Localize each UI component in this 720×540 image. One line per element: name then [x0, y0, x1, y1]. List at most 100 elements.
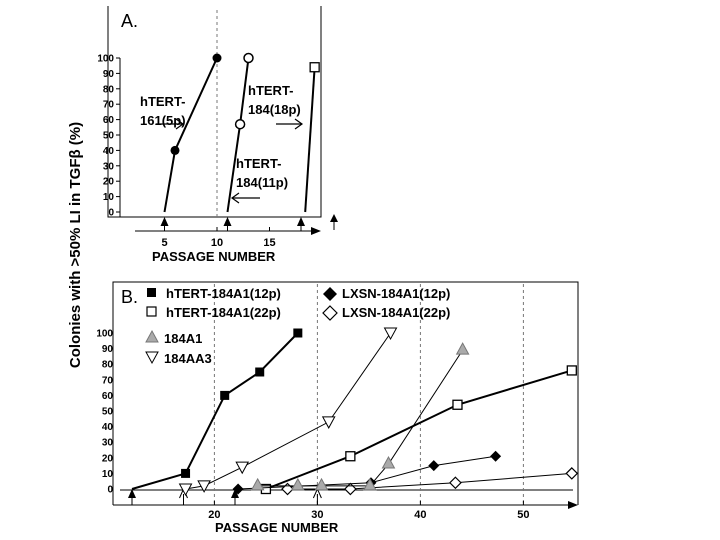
legend-item-lxsn-184a1-22p: LXSN-184A1(22p)	[322, 305, 450, 321]
open-circle-point	[234, 118, 246, 130]
legend-label: hTERT-184A1(22p)	[166, 305, 281, 320]
up-arrow-icon	[223, 217, 232, 231]
filled-square-marker-icon	[147, 288, 156, 297]
legend-label: 184AA3	[164, 351, 212, 366]
legend-label: LXSN-184A1(22p)	[342, 305, 450, 320]
open-diamond-marker-icon	[322, 305, 338, 321]
gray-triangle-point	[455, 342, 470, 355]
filled-square-point	[293, 328, 303, 338]
open-diamond-point	[449, 476, 462, 490]
x-tick-label: 50	[517, 509, 529, 521]
up-arrow-icon	[128, 489, 136, 505]
x-tick-label: 40	[414, 509, 426, 521]
legend: hTERT-184A1(12p) hTERT-184A1(22p) LXSN-1…	[145, 286, 450, 366]
gray-triangle-point	[290, 477, 305, 491]
y-tick-label: 90	[103, 69, 115, 80]
arrow-head	[128, 489, 136, 498]
open-triangle-down-marker-icon	[145, 351, 159, 365]
x-tick-label: 5	[161, 237, 167, 249]
panel-b-x-axis-arrowhead	[568, 501, 578, 509]
y-tick-label: 80	[103, 84, 115, 95]
y-tick-label: 100	[97, 54, 114, 65]
filled-circle-point	[212, 53, 222, 63]
y-tick-label: 40	[102, 422, 114, 433]
open-diamond-point	[281, 482, 294, 496]
series-line	[163, 57, 218, 213]
open-square-point	[345, 451, 356, 462]
filled-diamond-point	[232, 483, 244, 495]
panel-a-x-axis-arrowhead	[311, 227, 321, 235]
gray-triangle-point	[250, 477, 265, 491]
filled-diamond-marker-icon	[323, 287, 337, 301]
gray-triangle-point	[314, 477, 329, 491]
annotation-htert-184-18p-line2: 184(18p)	[248, 102, 301, 117]
y-tick-label: 10	[102, 469, 114, 480]
open-triangle-down-point	[197, 480, 211, 493]
up-arrow-icon	[160, 217, 169, 231]
open-square-marker-icon	[146, 306, 157, 317]
legend-item-184aa3: 184AA3	[145, 351, 212, 366]
gray-triangle-point	[363, 477, 377, 491]
legend-item-htert-184a1-12p: hTERT-184A1(12p)	[147, 286, 281, 301]
x-tick-label: 20	[208, 509, 220, 521]
annotation-htert-161-line1: hTERT-	[140, 94, 186, 109]
y-tick-label: 80	[102, 360, 114, 371]
x-tick-label: 30	[311, 509, 323, 521]
open-triangle-down-point	[383, 327, 398, 341]
y-tick-label: 20	[103, 177, 115, 188]
arrow-head	[223, 217, 232, 226]
panel-b-frame	[112, 281, 579, 505]
series-line	[131, 332, 299, 490]
legend-item-lxsn-184a1-12p: LXSN-184A1(12p)	[323, 286, 450, 301]
annotation-htert-161: hTERT- 161(5p)	[140, 94, 186, 130]
legend-label: 184A1	[164, 331, 202, 346]
open-circle-point	[243, 52, 254, 64]
y-tick-label: 0	[108, 208, 114, 219]
annotation-htert-184-18p: hTERT- 184(18p)	[248, 83, 304, 130]
panel-a-label: A.	[121, 11, 138, 31]
y-tick-label: 70	[102, 375, 114, 386]
series-line	[265, 369, 573, 490]
y-tick-label: 90	[102, 344, 114, 355]
filled-diamond-point	[490, 450, 502, 462]
annotation-htert-184-11p: hTERT- 184(11p)	[230, 156, 288, 204]
legend-label: LXSN-184A1(12p)	[342, 286, 450, 301]
series-line	[257, 349, 464, 487]
y-tick-label: 30	[103, 161, 115, 172]
open-diamond-point	[565, 467, 579, 480]
panel-a-frame	[107, 6, 322, 218]
x-tick-label: 15	[263, 237, 275, 249]
y-tick-label: 100	[96, 329, 113, 340]
arrow-right-icon	[276, 118, 304, 130]
arrow-head	[160, 217, 169, 226]
filled-diamond-point	[428, 460, 440, 472]
filled-square-point	[181, 468, 191, 478]
panel-a-x-axis-label: PASSAGE NUMBER	[152, 249, 276, 264]
panel-b-label: B.	[121, 287, 138, 307]
open-diamond-point	[344, 482, 357, 496]
panel-a-standalone-arrow	[330, 214, 338, 230]
y-tick-label: 20	[102, 453, 114, 464]
y-tick-label: 10	[103, 192, 115, 203]
series-line	[304, 67, 316, 213]
annotation-htert-184-18p-line1: hTERT-	[248, 83, 294, 98]
filled-square-point	[255, 367, 265, 377]
y-tick-label: 30	[102, 438, 114, 449]
y-axis-label: Colonies with >50% LI in TGFβ (%)	[67, 122, 84, 368]
gray-triangle-marker-icon	[145, 329, 159, 343]
arrow-left-icon	[230, 192, 260, 204]
annotation-htert-184-11p-line2: 184(11p)	[236, 175, 288, 190]
legend-label: hTERT-184A1(12p)	[166, 286, 281, 301]
open-square-point	[566, 365, 577, 376]
filled-square-point	[220, 390, 230, 400]
arrow-head	[231, 489, 239, 498]
panel-a: A. PASSAGE NUMBER 0 10 20 30 40 50 60 70 80 90 100…	[97, 6, 338, 264]
open-square-point	[309, 62, 320, 73]
y-tick-label: 70	[103, 100, 115, 111]
series-line	[287, 472, 572, 490]
arrow-right-icon	[156, 118, 185, 130]
x-tick-label: 10	[211, 237, 223, 249]
y-tick-label: 50	[102, 407, 114, 418]
y-tick-label: 60	[103, 115, 115, 126]
up-arrow-icon	[297, 217, 305, 231]
